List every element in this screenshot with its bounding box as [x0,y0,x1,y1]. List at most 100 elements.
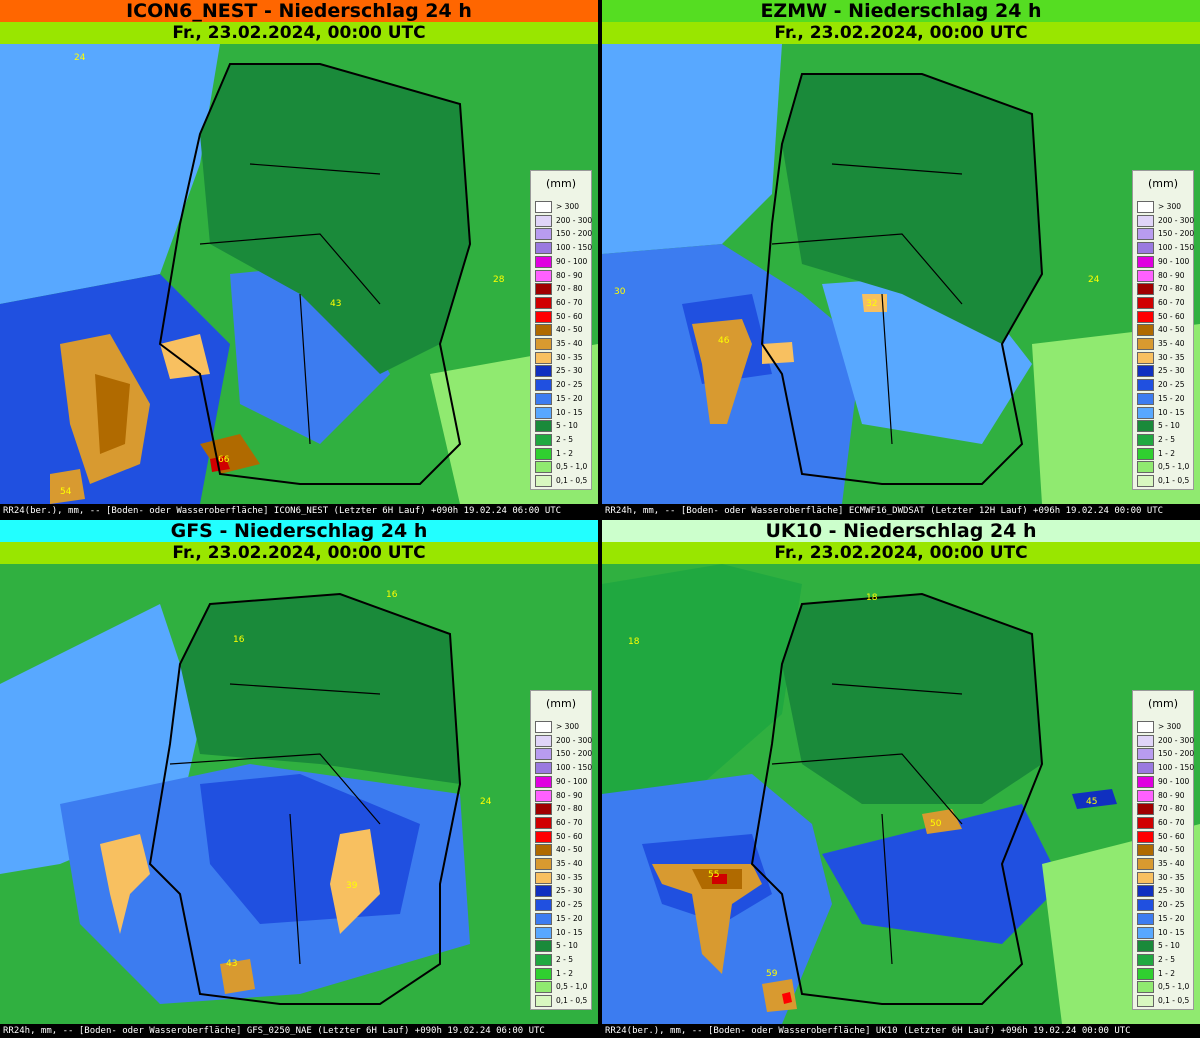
legend-row: 15 - 20 [1137,392,1193,406]
legend-swatch [1137,379,1154,392]
legend-label: 15 - 20 [1158,913,1185,923]
legend-swatch [535,283,552,296]
legend-row: 200 - 300 [535,734,592,748]
legend-label: 30 - 35 [556,872,583,882]
legend-unit: (mm) [545,697,576,710]
legend-swatch [1137,242,1154,255]
legend-row: 30 - 35 [535,351,591,365]
legend-label: 2 - 5 [1158,954,1176,964]
legend-swatch [535,816,552,829]
legend-row: 5 - 10 [1137,420,1193,433]
value-label: 24 [74,53,86,63]
legend-label: 0,5 - 1,0 [1158,982,1190,992]
legend-swatch [1137,475,1154,487]
legend-label: 20 - 25 [556,900,583,910]
legend-label: 50 - 60 [556,831,583,841]
legend-swatch [535,214,552,227]
legend-row: 40 - 50 [1137,324,1193,337]
legend-swatch [1137,967,1154,980]
legend-swatch [1137,296,1154,309]
legend-swatch [1137,447,1154,460]
value-label: 55 [708,870,719,880]
legend-label: 20 - 25 [556,380,583,390]
legend-swatch [1137,201,1154,213]
legend-label: 10 - 15 [556,927,583,937]
value-label: 39 [346,881,358,891]
legend-label: 80 - 90 [1158,270,1185,280]
legend-row: 60 - 70 [535,816,591,830]
legend-swatch [1137,420,1154,433]
panel-title: EZMW - Niederschlag 24 h [602,0,1200,22]
precip-map: 18 18 50 45 55 59 [602,564,1200,1024]
legend-row: 90 - 100 [1137,255,1193,269]
legend-swatch [535,789,552,802]
legend-label: 2 - 5 [1158,434,1176,444]
legend-row: 0,1 - 0,5 [1137,995,1193,1008]
legend-label: 100 - 150 [556,763,593,773]
legend-swatch [1137,940,1154,953]
legend-swatch [1137,844,1154,857]
legend-row: 40 - 50 [1137,844,1193,857]
legend-row: 50 - 60 [535,830,591,844]
value-label: 30 [614,287,626,297]
legend-label: 0,5 - 1,0 [556,462,588,472]
legend-swatch [1137,858,1154,870]
legend-row: 1 - 2 [535,447,591,461]
legend-swatch [1137,721,1154,733]
legend-swatch [1137,899,1154,912]
legend-row: 100 - 150 [1137,242,1194,255]
legend-label: 10 - 15 [556,407,583,417]
legend-row: 80 - 90 [535,789,591,803]
legend-row: 15 - 20 [1137,912,1193,926]
legend-row: > 300 [1137,201,1193,214]
legend-swatch [535,351,552,364]
legend-swatch [1137,748,1154,761]
legend-label: 60 - 70 [1158,297,1185,307]
legend-label: 150 - 200 [556,749,593,759]
legend-label: > 300 [1158,202,1181,211]
legend-swatch [535,310,552,323]
value-label: 28 [493,275,505,285]
legend-row: 0,1 - 0,5 [535,995,591,1008]
legend-row: 20 - 25 [1137,379,1193,392]
legend-swatch [1137,269,1154,282]
legend-label: 1 - 2 [1158,968,1176,978]
legend-unit: (mm) [1147,697,1178,710]
legend-swatch [1137,365,1154,378]
value-label: 16 [386,590,398,600]
legend-row: 35 - 40 [535,338,591,351]
legend-label: 50 - 60 [556,311,583,321]
panel-title: ICON6_NEST - Niederschlag 24 h [0,0,598,22]
legend-swatch [535,762,552,775]
legend-label: 0,1 - 0,5 [1158,996,1190,1005]
legend-label: 35 - 40 [556,339,583,348]
legend-swatch [1137,351,1154,364]
legend-row: 5 - 10 [535,420,591,433]
legend-swatch [535,365,552,378]
panel-date: Fr., 23.02.2024, 00:00 UTC [0,22,598,44]
legend-row: 50 - 60 [1137,310,1193,324]
legend-swatch [1137,283,1154,296]
legend-row: 40 - 50 [535,324,591,337]
legend-row: 80 - 90 [1137,789,1193,803]
legend-label: 90 - 100 [1158,256,1190,266]
legend-row: 25 - 30 [535,885,591,898]
legend-label: 0,1 - 0,5 [1158,476,1190,485]
legend-row: > 300 [1137,721,1193,734]
legend-swatch [1137,338,1154,350]
legend-swatch [535,953,552,966]
legend-row: 2 - 5 [1137,953,1193,967]
legend-label: 40 - 50 [556,845,583,855]
legend-label: 10 - 15 [1158,407,1185,417]
legend-row: 60 - 70 [535,296,591,310]
legend-label: 90 - 100 [556,776,588,786]
legend-swatch [1137,433,1154,446]
legend-row: 15 - 20 [535,912,591,926]
panel-title: UK10 - Niederschlag 24 h [602,520,1200,542]
legend-row: 80 - 90 [535,269,591,283]
legend-row: 100 - 150 [535,762,593,775]
legend-label: 15 - 20 [1158,393,1185,403]
legend-swatch [535,967,552,980]
legend-row: 10 - 15 [535,926,591,940]
legend-swatch [1137,255,1154,268]
